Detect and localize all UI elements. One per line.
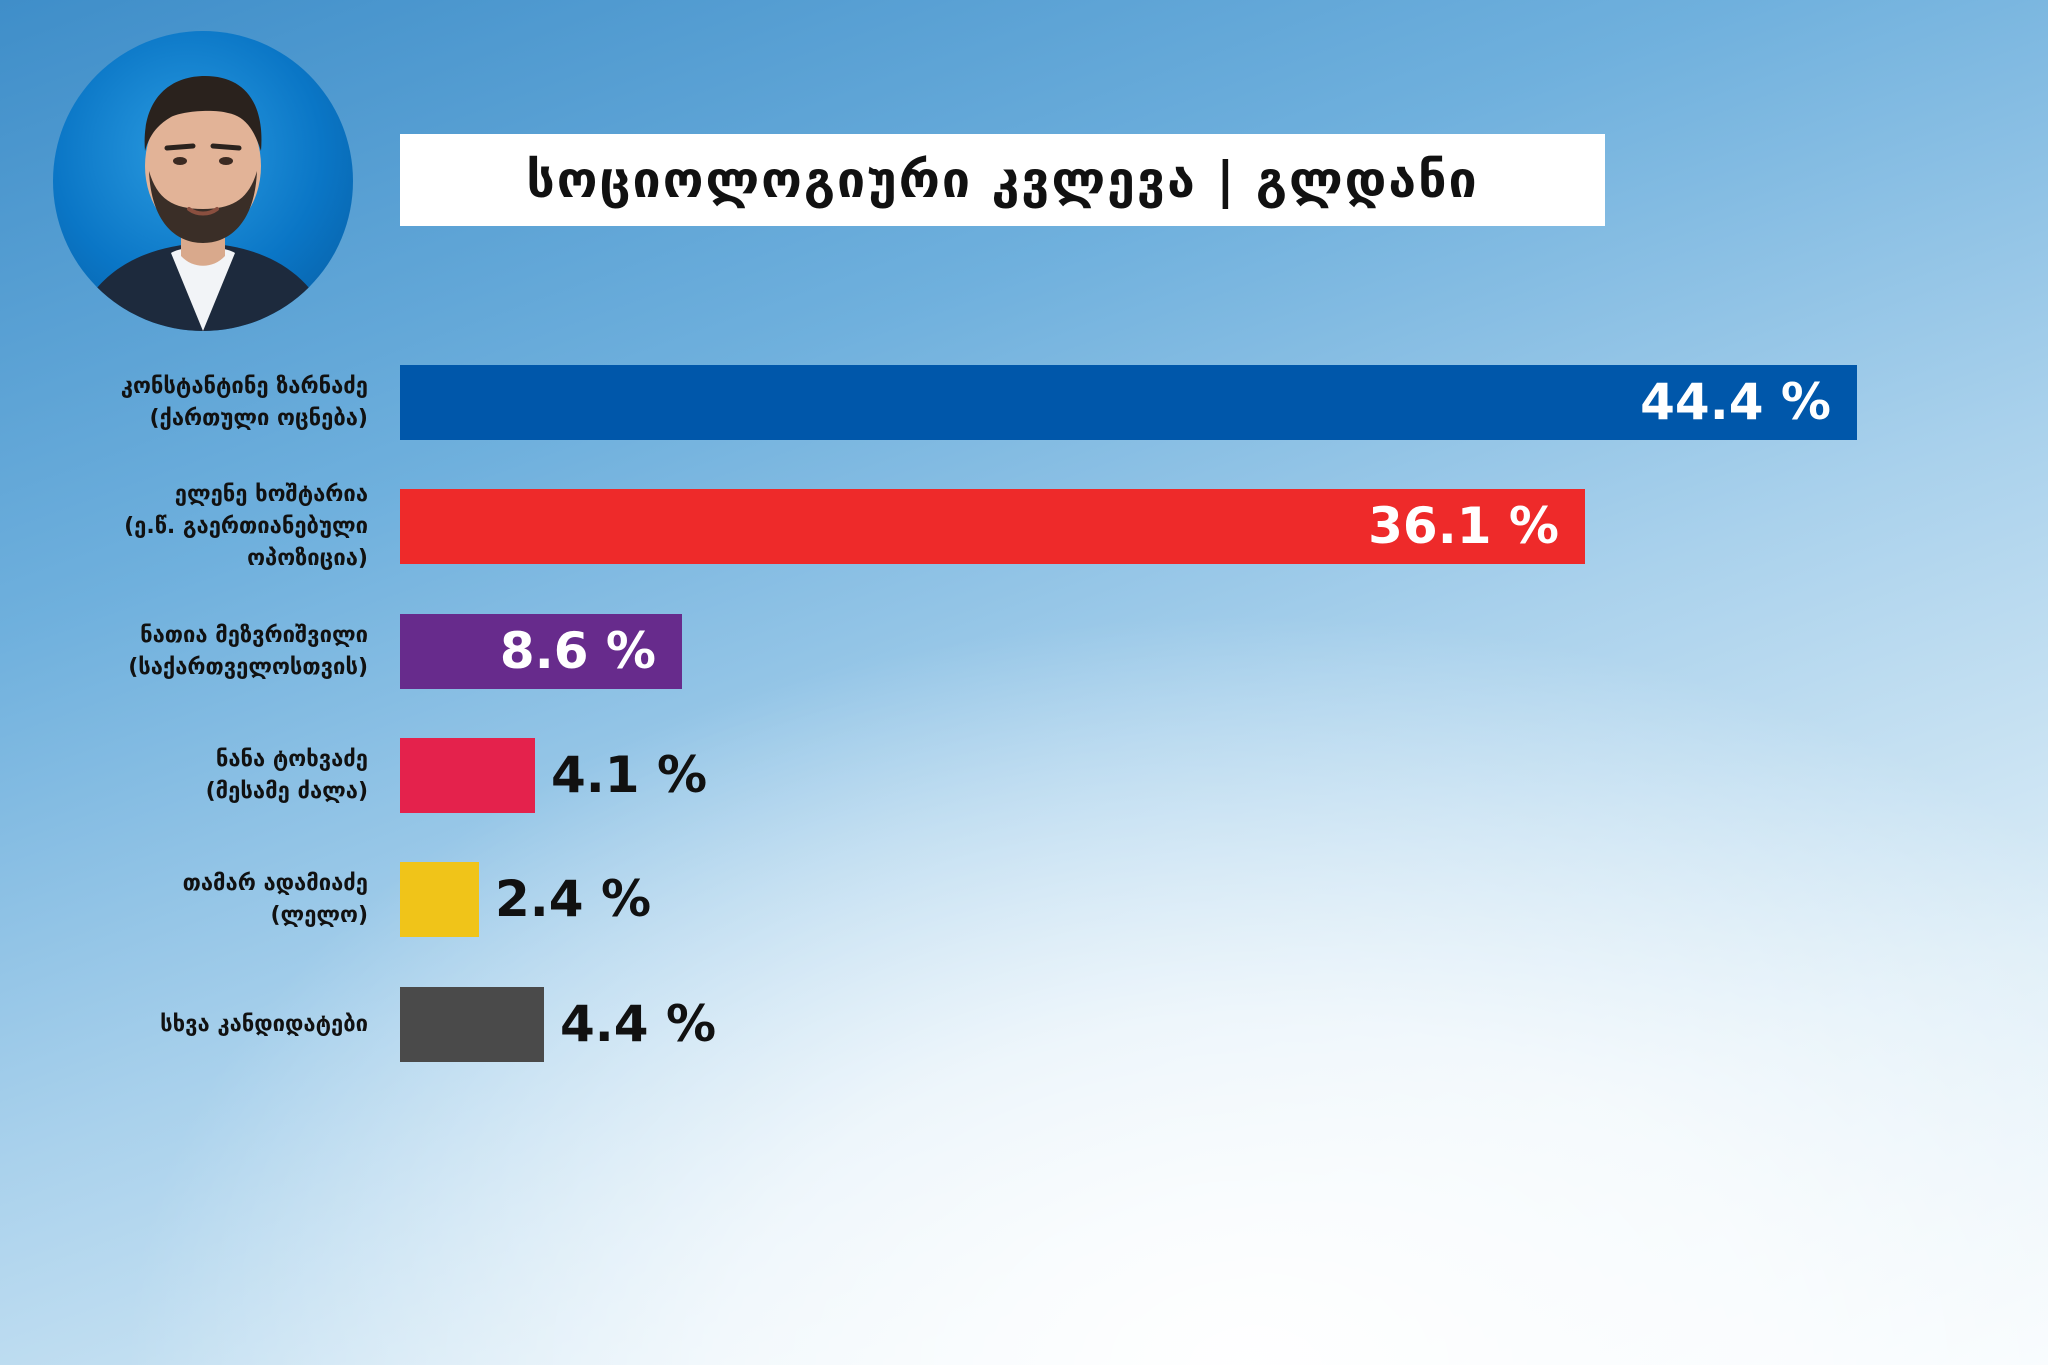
category-label-line: (მესამე ძალა)	[205, 778, 368, 804]
candidate-photo	[53, 31, 353, 331]
bar	[400, 365, 1857, 440]
category-label: ნათია მეზვრიშვილი (საქართველოსთვის)	[8, 620, 368, 684]
bar-row: თამარ ადამიაძე (ლელო) 2.4 %	[0, 862, 2048, 937]
category-label: სხვა კანდიდატები	[8, 1009, 368, 1041]
category-label-line: ოპოზიცია)	[247, 545, 368, 571]
category-label-line: ნათია მეზვრიშვილი	[140, 622, 368, 648]
value-label: 8.6 %	[499, 622, 656, 680]
bar	[400, 489, 1585, 564]
value-label: 44.4 %	[1640, 373, 1831, 431]
bar	[400, 987, 544, 1062]
bar	[400, 738, 535, 813]
value-label: 36.1 %	[1368, 497, 1559, 555]
bar	[400, 614, 682, 689]
category-label-line: (საქართველოსთვის)	[128, 654, 368, 680]
category-label-box: ნანა ტოხვაძე (მესამე ძალა)	[0, 738, 368, 813]
category-label-line: (ლელო)	[270, 902, 369, 928]
bar-row: კონსტანტინე ზარნაძე (ქართული ოცნება) 44.4 …	[0, 365, 2048, 440]
category-label: ელენე ხოშტარია (ე.წ. გაერთიანებული ოპოზიცი…	[8, 479, 368, 575]
category-label-box: სხვა კანდიდატები	[0, 987, 368, 1062]
category-label-line: ელენე ხოშტარია	[174, 481, 368, 507]
value-label: 4.1 %	[551, 746, 708, 804]
value-label: 4.4 %	[560, 995, 717, 1053]
category-label-line: კონსტანტინე ზარნაძე	[120, 373, 368, 399]
bar-row: ელენე ხოშტარია (ე.წ. გაერთიანებული ოპოზიცი…	[0, 482, 2048, 571]
category-label: თამარ ადამიაძე (ლელო)	[8, 868, 368, 932]
category-label: კონსტანტინე ზარნაძე (ქართული ოცნება)	[8, 371, 368, 435]
category-label-box: ნათია მეზვრიშვილი (საქართველოსთვის)	[0, 614, 368, 689]
category-label-box: ელენე ხოშტარია (ე.წ. გაერთიანებული ოპოზიცი…	[0, 482, 368, 571]
value-label: 2.4 %	[495, 870, 652, 928]
category-label-box: თამარ ადამიაძე (ლელო)	[0, 862, 368, 937]
category-label: ნანა ტოხვაძე (მესამე ძალა)	[8, 744, 368, 808]
category-label-line: ნანა ტოხვაძე	[215, 746, 368, 772]
bar-row: ნანა ტოხვაძე (მესამე ძალა) 4.1 %	[0, 738, 2048, 813]
bar	[400, 862, 479, 937]
person-portrait-icon	[73, 76, 333, 331]
category-label-box: კონსტანტინე ზარნაძე (ქართული ოცნება)	[0, 365, 368, 440]
category-label-line: სხვა კანდიდატები	[160, 1011, 368, 1037]
category-label-line: თამარ ადამიაძე	[182, 870, 368, 896]
bar-row: სხვა კანდიდატები 4.4 %	[0, 987, 2048, 1062]
bar-row: ნათია მეზვრიშვილი (საქართველოსთვის) 8.6 %	[0, 614, 2048, 689]
category-label-line: (ქართული ოცნება)	[149, 405, 368, 431]
title-banner: სოციოლოგიური კვლევა | გლდანი	[400, 134, 1605, 226]
category-label-line: (ე.წ. გაერთიანებული	[124, 513, 368, 539]
chart-title: სოციოლოგიური კვლევა | გლდანი	[526, 151, 1479, 209]
